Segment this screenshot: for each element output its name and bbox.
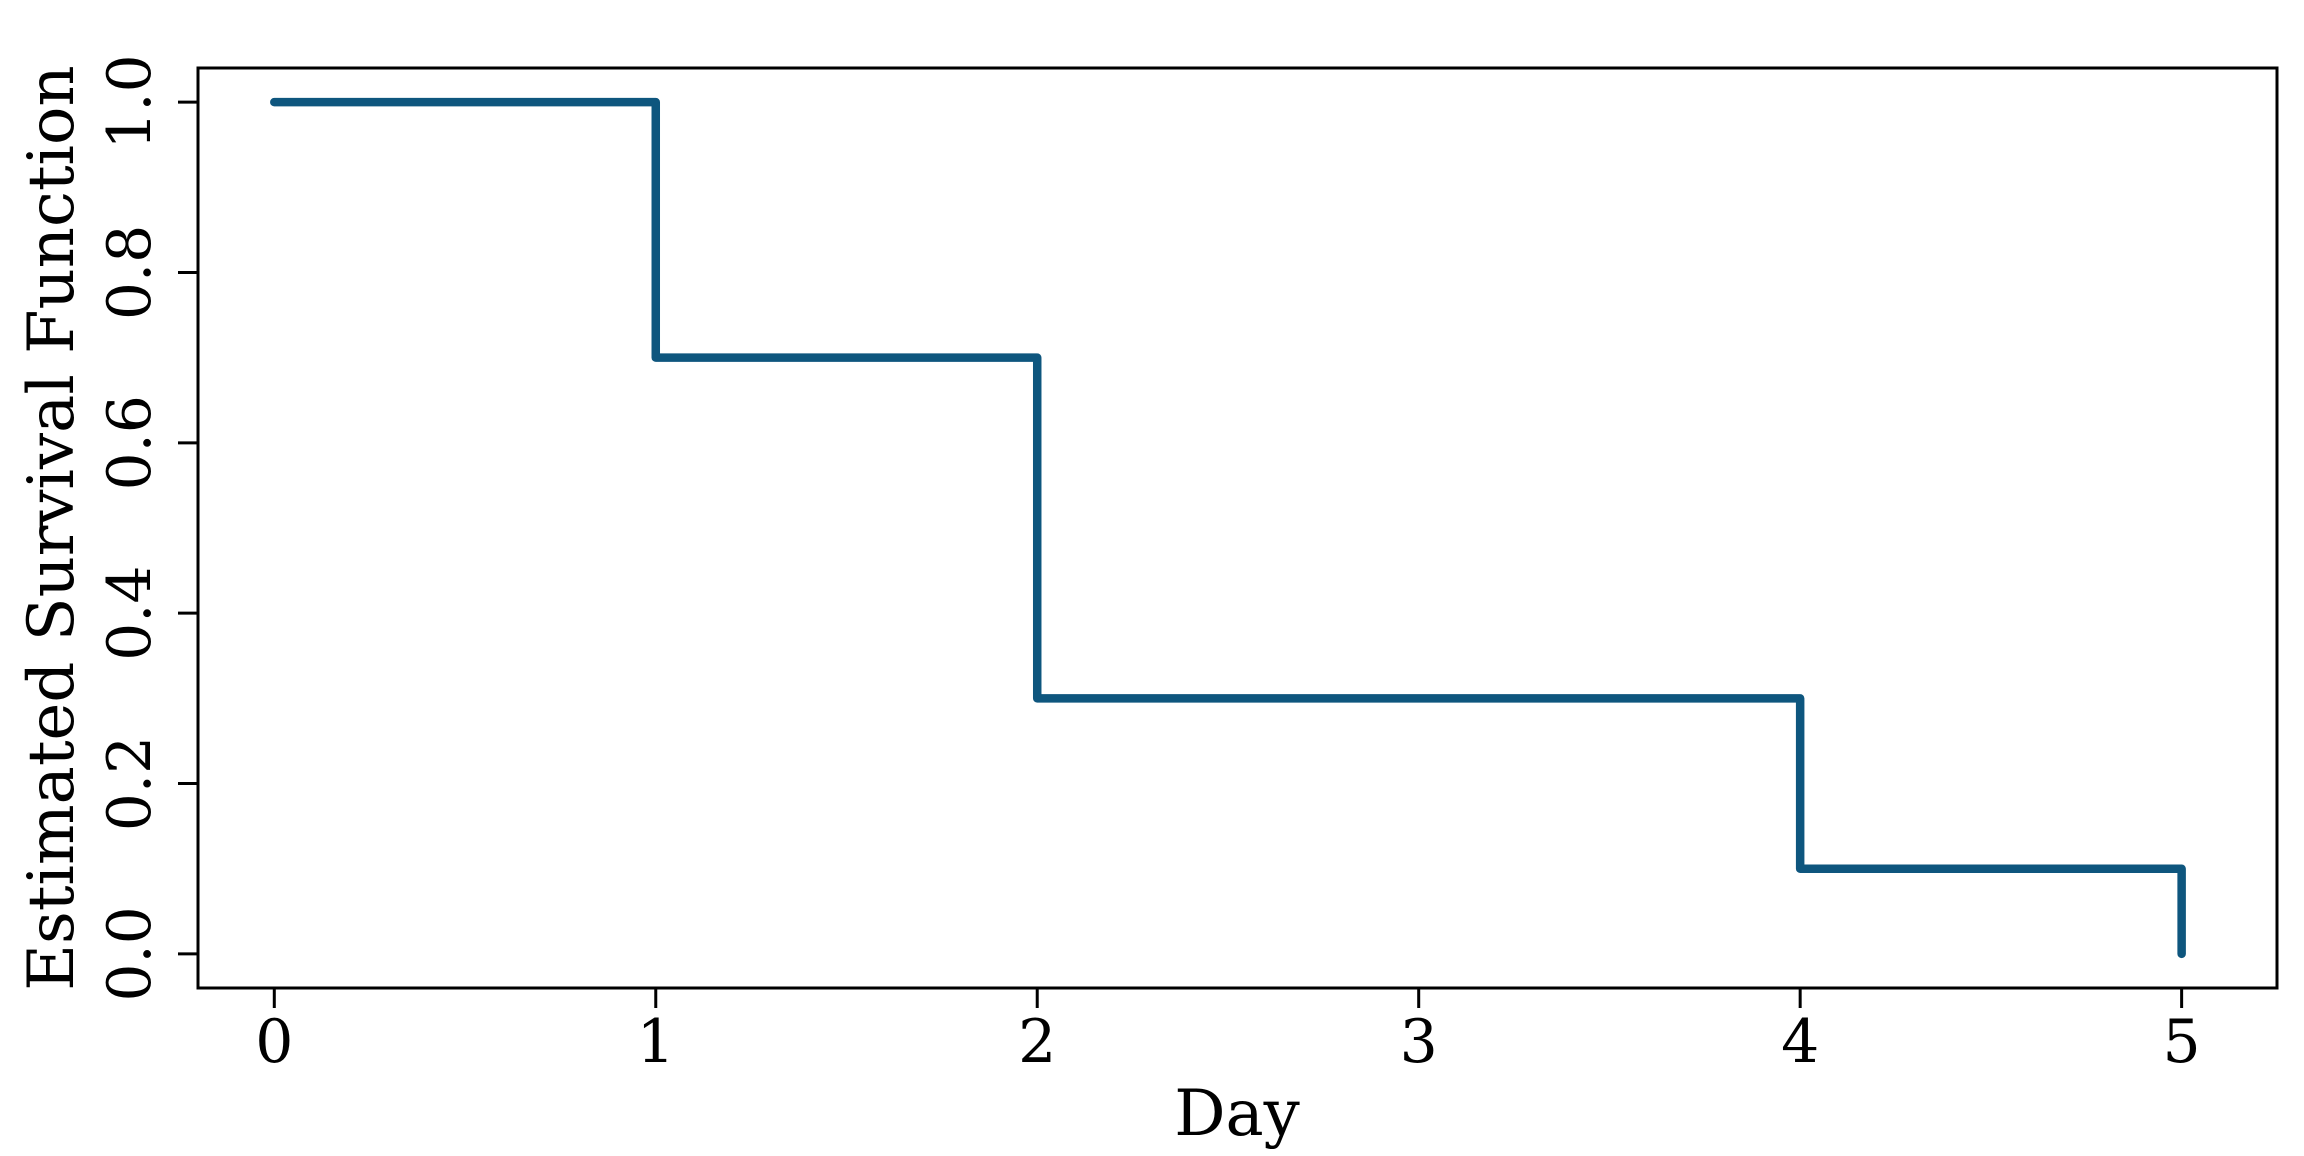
y-axis-ticks: 0.0 0.2 0.4 0.6 0.8 1.0 [95, 54, 198, 1002]
x-tick-label: 5 [2163, 1007, 2201, 1077]
survival-step-line [270, 97, 2186, 959]
y-tick-label: 0.6 [95, 395, 165, 490]
y-axis-label: Estimated Survival Function [15, 65, 89, 991]
x-tick-label: 3 [1400, 1007, 1438, 1077]
x-tick-label: 1 [637, 1007, 675, 1077]
x-tick-label: 4 [1781, 1007, 1819, 1077]
x-axis-label: Day [1174, 1077, 1300, 1151]
x-axis-ticks: 0 1 2 3 4 5 [255, 988, 2201, 1077]
y-tick-label: 1.0 [95, 54, 165, 149]
y-tick-label: 0.4 [95, 565, 165, 660]
y-tick-label: 0.8 [95, 225, 165, 320]
x-tick-label: 0 [255, 1007, 293, 1077]
y-tick-label: 0.0 [95, 906, 165, 1001]
x-tick-label: 2 [1018, 1007, 1056, 1077]
plot-area [196, 66, 2279, 990]
y-tick-label: 0.2 [95, 736, 165, 831]
